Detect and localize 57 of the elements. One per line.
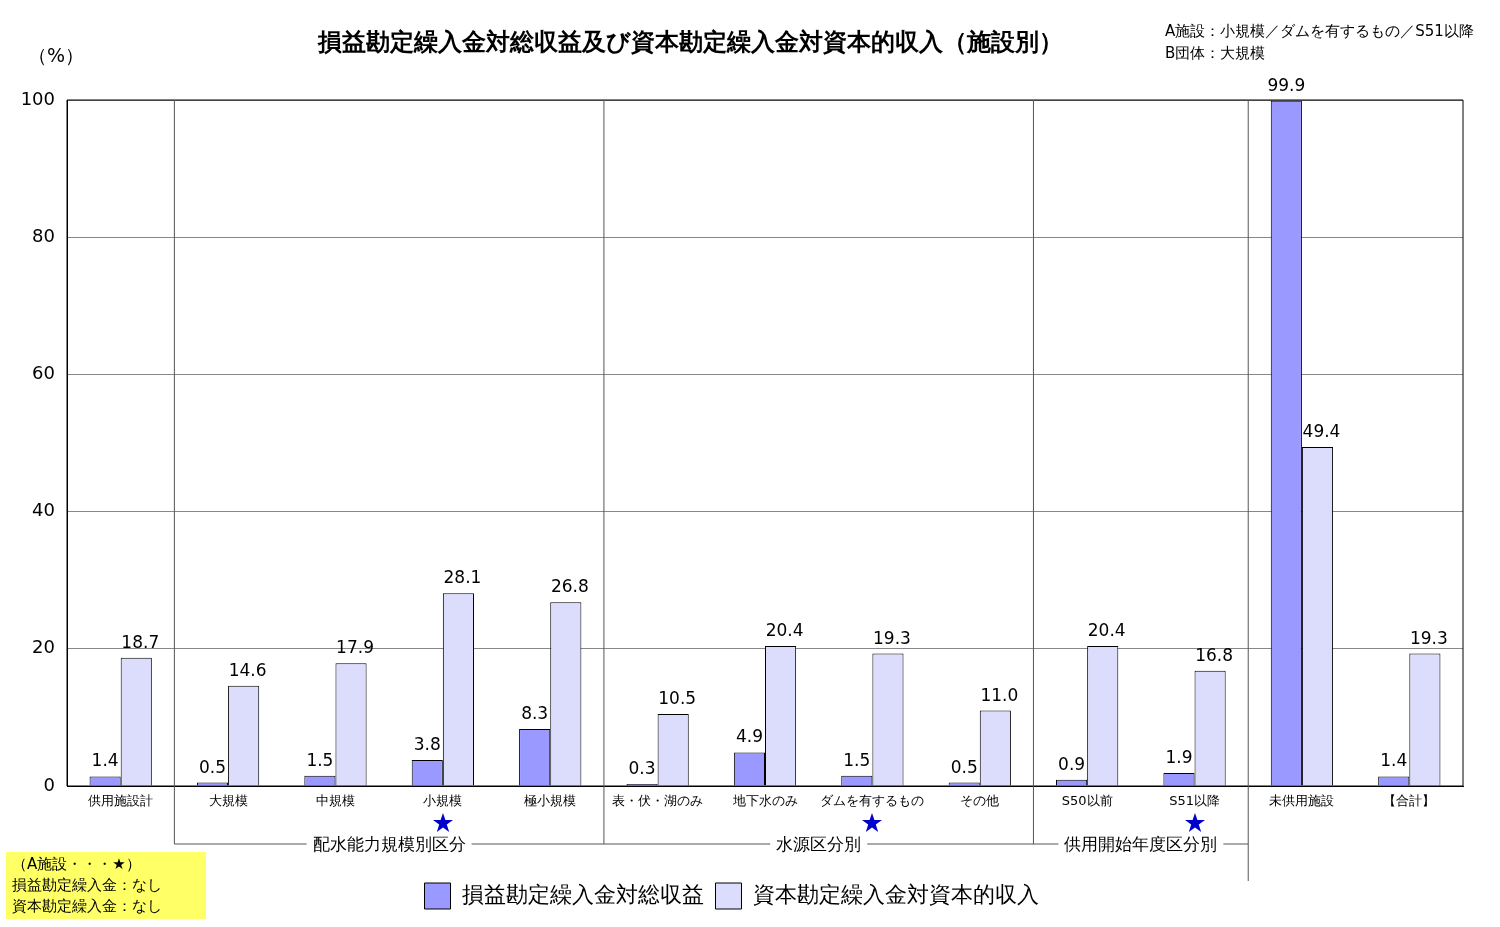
data-label: 19.3	[1409, 627, 1448, 648]
x-tick-label: 大規模	[208, 793, 248, 809]
y-tick-label: 0	[43, 773, 55, 795]
data-label: 20.4	[1087, 620, 1126, 641]
data-label: 3.8	[413, 733, 441, 754]
data-label: 20.4	[765, 620, 804, 641]
x-tick-label: S50以前	[1061, 793, 1113, 809]
x-tick-label: 【合計】	[1383, 793, 1436, 809]
text: B団体：大規模	[1165, 44, 1266, 62]
x-tick-label: 地下水のみ	[731, 793, 798, 809]
y-tick-label: 100	[20, 87, 55, 109]
text: 配水能力規模別区分	[312, 834, 466, 854]
y-tick-label: 80	[32, 224, 55, 246]
text: 資本勘定繰入金：なし	[12, 896, 163, 917]
x-tick-label: 極小規模	[524, 793, 577, 809]
x-tick-label: 中規模	[315, 793, 355, 809]
text: 水源区分別	[776, 834, 862, 854]
y-tick-label: 60	[32, 362, 55, 384]
x-tick-label: 小規模	[423, 793, 463, 809]
data-label: 26.8	[550, 576, 589, 597]
x-tick-label: その他	[960, 793, 1000, 809]
data-label: 0.3	[628, 757, 656, 778]
data-label: 0.9	[1058, 753, 1086, 774]
data-label: 49.4	[1302, 421, 1341, 442]
legend-label: 資本勘定繰入金対資本的収入	[752, 881, 1039, 907]
x-tick-label: 表・伏・湖のみ	[612, 793, 704, 809]
data-label: 8.3	[521, 703, 549, 724]
data-label: 10.5	[658, 687, 697, 708]
chart-title: 損益勘定繰入金対総収益及び資本勘定繰入金対資本的収入（施設別）	[316, 28, 1063, 56]
data-label: 17.9	[336, 637, 374, 658]
x-tick-label: ダムを有するもの	[820, 793, 925, 809]
data-label: 28.1	[443, 567, 482, 588]
text: A施設：小規模／ダムを有するもの／S51以降	[1165, 22, 1474, 40]
legend-label: 損益勘定繰入金対総収益	[461, 881, 704, 907]
data-label: 0.5	[950, 756, 978, 777]
text: （A施設・・・★）	[12, 854, 142, 875]
text: 損益勘定繰入金：なし	[12, 875, 163, 896]
data-label: 16.8	[1195, 644, 1234, 665]
x-tick-label: 供用施設計	[88, 793, 154, 809]
data-label: 14.6	[228, 659, 267, 680]
data-label: 1.4	[1380, 750, 1408, 771]
data-label: 4.9	[735, 726, 763, 747]
text: 供用開始年度区分別	[1064, 834, 1218, 854]
data-label: 1.4	[91, 750, 119, 771]
data-label: 1.9	[1165, 746, 1193, 767]
data-label: 18.7	[121, 631, 160, 652]
y-axis-title: （%）	[28, 44, 85, 66]
y-tick-label: 20	[32, 636, 55, 658]
data-label: 0.5	[198, 756, 227, 777]
data-label: 11.0	[980, 684, 1019, 705]
data-label: 19.3	[873, 627, 911, 648]
y-tick-label: 40	[32, 499, 55, 521]
x-tick-label: 未供用施設	[1269, 793, 1335, 809]
data-label: 1.5	[306, 749, 334, 770]
x-tick-label: S51以降	[1169, 793, 1220, 809]
data-label: 99.9	[1267, 74, 1306, 95]
data-label: 1.5	[843, 749, 871, 770]
